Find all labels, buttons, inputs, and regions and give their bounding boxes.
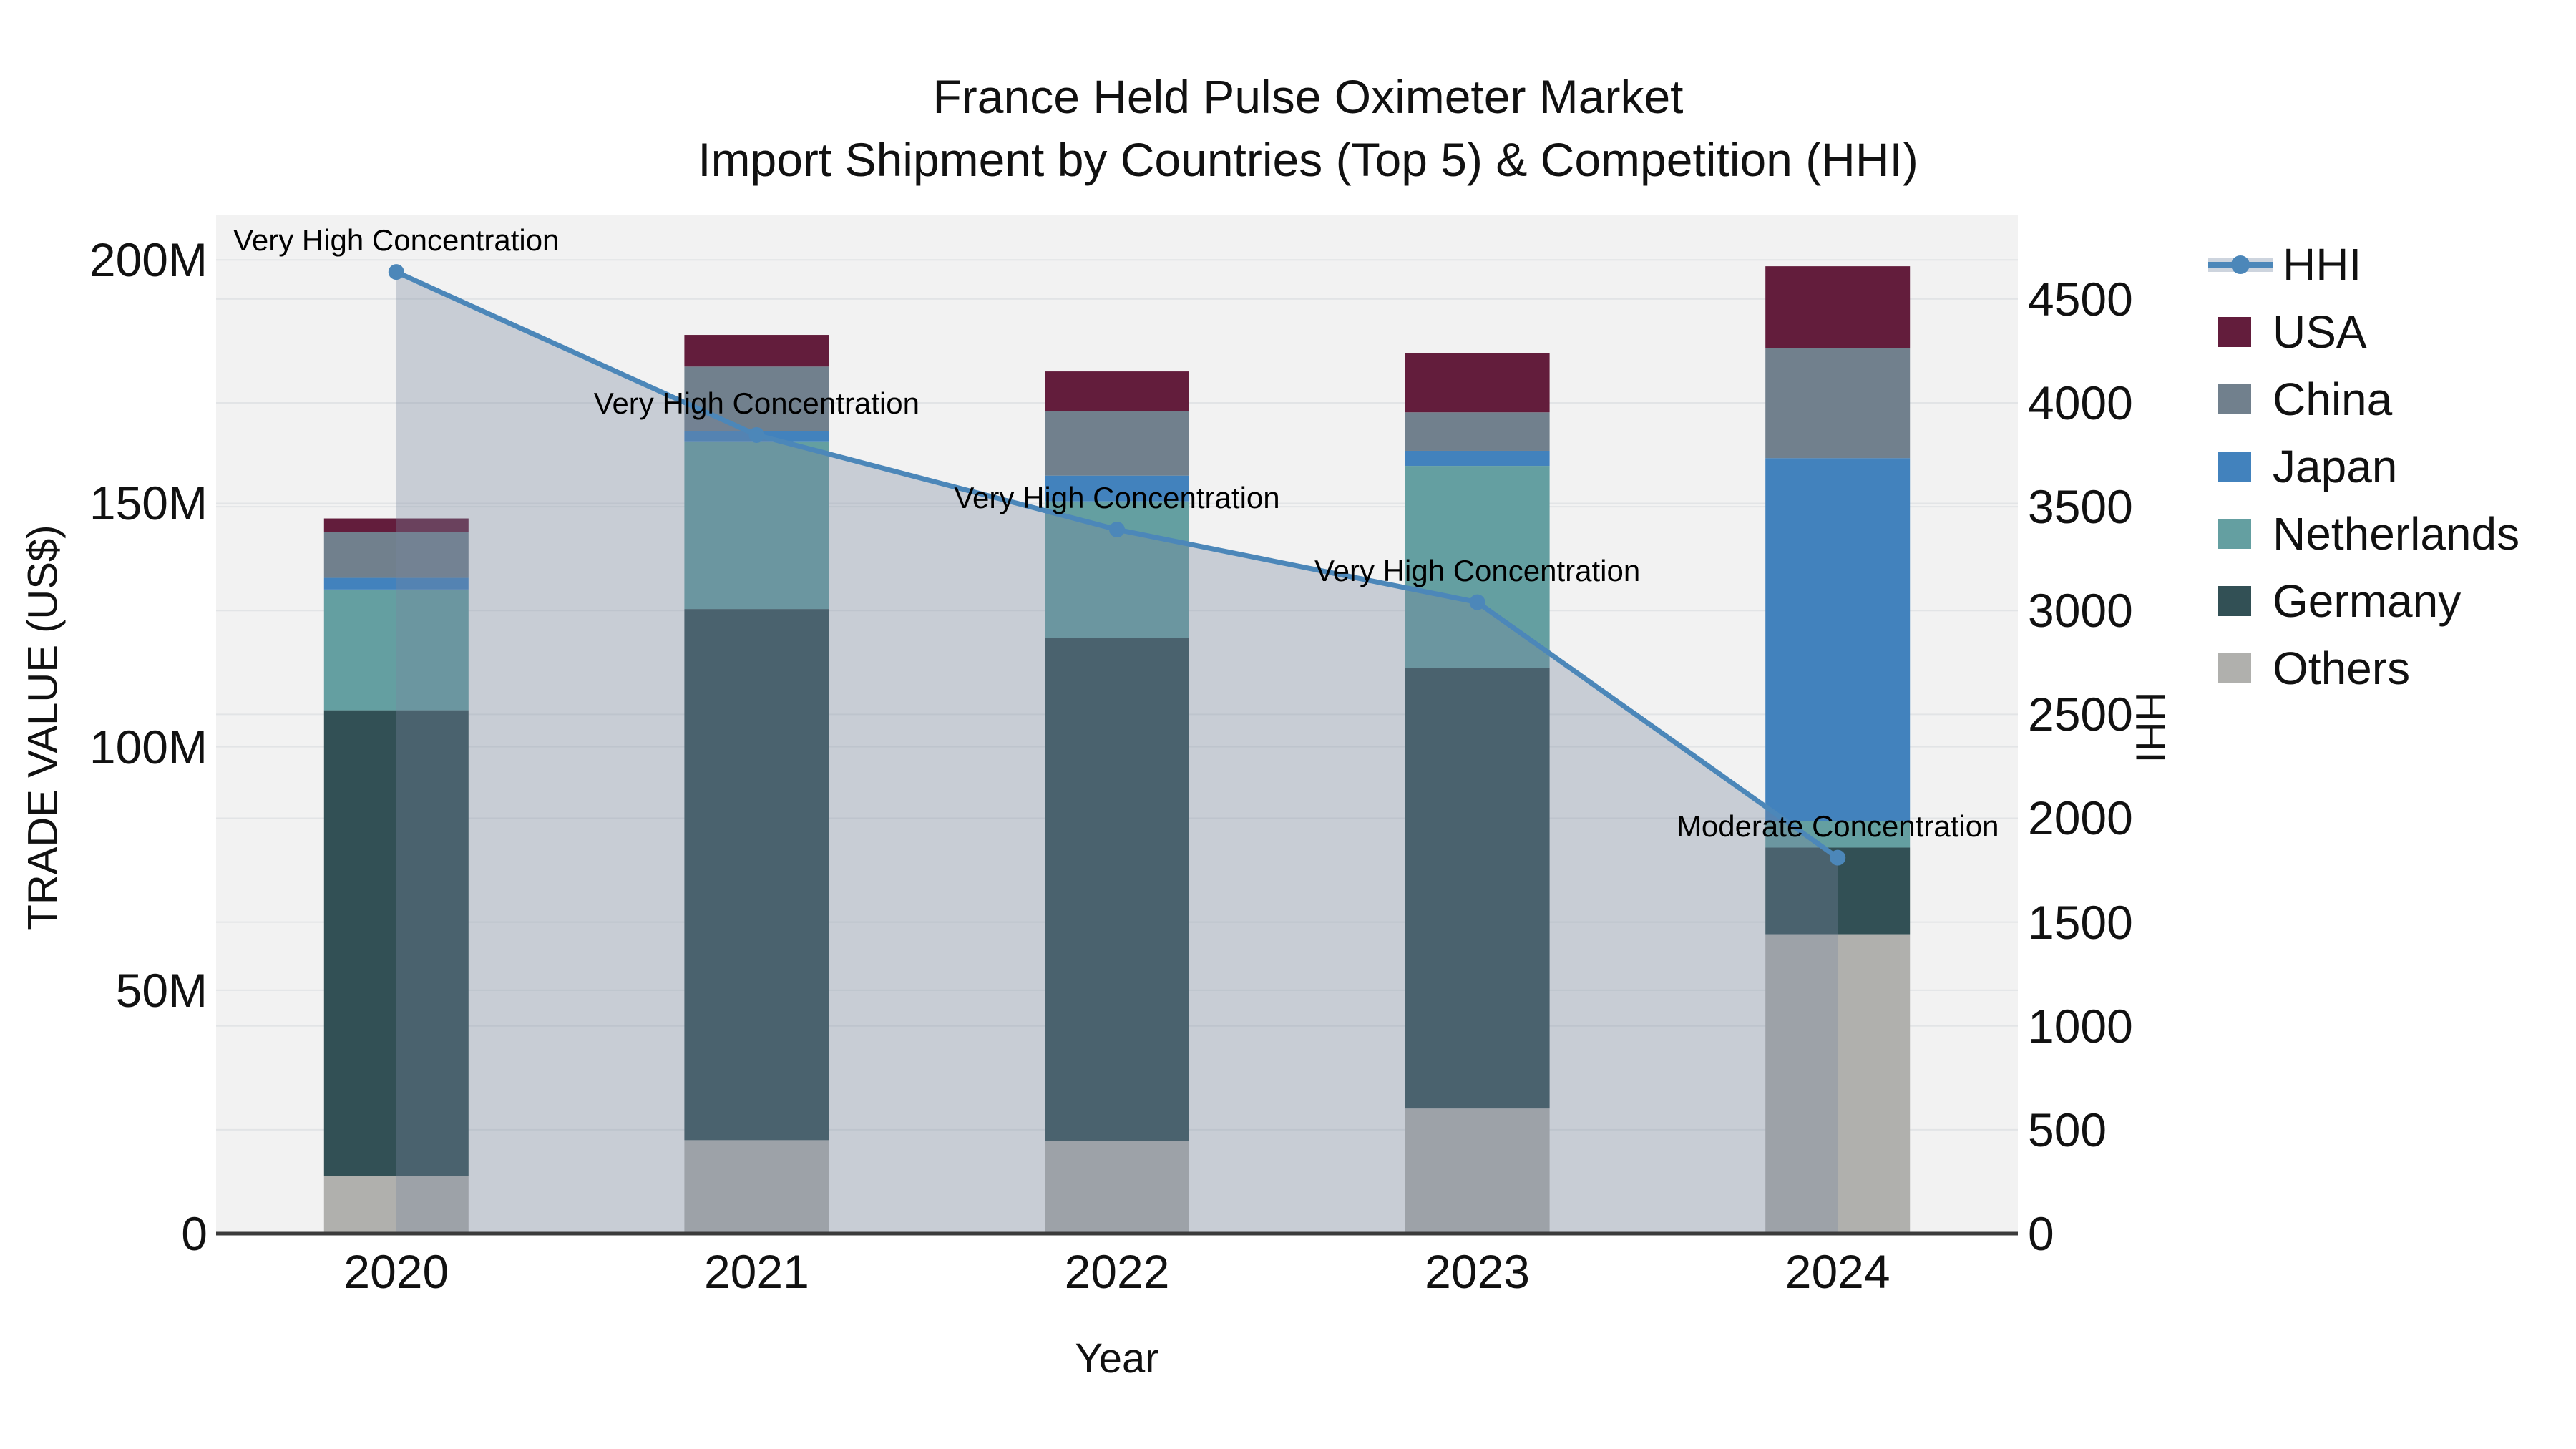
annotation-2020: Very High Concentration xyxy=(233,223,560,258)
bar-segment-others-2023 xyxy=(1405,1108,1550,1234)
china-color-swatch xyxy=(2218,384,2251,414)
hhi-marker-2020 xyxy=(388,264,404,280)
legend-item-china[interactable]: China xyxy=(2208,371,2392,428)
bar-segment-netherlands-2020 xyxy=(323,589,469,711)
tick-label-x-2020: 2020 xyxy=(343,1245,449,1298)
legend-label-netherlands: Netherlands xyxy=(2273,508,2520,560)
hhi-marker-2024 xyxy=(1830,849,1846,866)
annotation-2021: Very High Concentration xyxy=(593,386,920,420)
legend-item-japan[interactable]: Japan xyxy=(2208,438,2397,495)
annotation-2024: Moderate Concentration xyxy=(1676,809,1999,843)
tick-label-left-0: 0 xyxy=(181,1207,208,1260)
netherlands-color-swatch xyxy=(2218,519,2251,549)
tick-label-left-50M: 50M xyxy=(115,963,208,1017)
tick-label-right-3000: 3000 xyxy=(2028,584,2133,638)
chart-subtitle: Import Shipment by Countries (Top 5) & C… xyxy=(698,133,1918,186)
hhi-marker-2023 xyxy=(1469,594,1485,610)
chart-title: France Held Pulse Oximeter Market xyxy=(932,70,1684,123)
x-axis-title: Year xyxy=(1075,1335,1159,1382)
hhi-area-fill xyxy=(396,272,1838,1234)
tick-label-x-2021: 2021 xyxy=(703,1245,809,1298)
tick-label-x-2023: 2023 xyxy=(1425,1245,1530,1298)
hhi-line-legend-sample xyxy=(2208,250,2273,280)
tick-label-right-0: 0 xyxy=(2028,1207,2054,1260)
legend-label-usa: USA xyxy=(2273,306,2367,358)
annotation-2023: Very High Concentration xyxy=(1314,553,1641,587)
bar-segment-usa-2022 xyxy=(1045,371,1189,411)
legend-label-japan: Japan xyxy=(2273,441,2398,492)
legend-item-others[interactable]: Others xyxy=(2208,640,2410,697)
bar-segment-japan-2022 xyxy=(1045,475,1189,502)
tick-label-right-4000: 4000 xyxy=(2028,376,2133,429)
bar-segment-others-2022 xyxy=(1045,1141,1189,1234)
legend-item-usa[interactable]: USA xyxy=(2208,303,2367,361)
bar-segment-others-2024 xyxy=(1765,934,1911,1234)
bar-segment-others-2021 xyxy=(684,1140,829,1234)
tick-label-right-1500: 1500 xyxy=(2028,895,2133,949)
tick-label-x-2022: 2022 xyxy=(1064,1245,1170,1298)
tick-label-right-4500: 4500 xyxy=(2028,272,2133,326)
bar-segment-usa-2021 xyxy=(684,335,829,367)
bar-segment-netherlands-2021 xyxy=(684,441,829,610)
bar-segment-usa-2020 xyxy=(323,518,469,532)
bar-segment-germany-2022 xyxy=(1045,638,1189,1141)
japan-color-swatch xyxy=(2218,452,2251,482)
legend-item-netherlands[interactable]: Netherlands xyxy=(2208,505,2519,562)
annotation-2022: Very High Concentration xyxy=(954,481,1280,515)
bar-segment-germany-2023 xyxy=(1405,668,1550,1109)
legend-label-hhi: HHI xyxy=(2283,239,2362,291)
legend-item-germany[interactable]: Germany xyxy=(2208,572,2461,630)
germany-color-swatch xyxy=(2218,586,2251,616)
others-color-swatch xyxy=(2218,653,2251,683)
bar-segment-china-2021 xyxy=(684,366,829,431)
tick-label-right-1000: 1000 xyxy=(2028,999,2133,1053)
tick-label-left-200M: 200M xyxy=(89,233,208,287)
bar-segment-china-2023 xyxy=(1405,412,1550,451)
tick-label-right-500: 500 xyxy=(2028,1103,2107,1156)
tick-label-right-2500: 2500 xyxy=(2028,688,2133,741)
bar-segment-japan-2023 xyxy=(1405,450,1550,467)
tick-label-right-2000: 2000 xyxy=(2028,791,2133,845)
tick-label-left-100M: 100M xyxy=(89,720,208,774)
bar-segment-usa-2023 xyxy=(1405,353,1550,413)
legend-item-hhi[interactable]: HHI xyxy=(2208,236,2361,293)
bar-segment-japan-2024 xyxy=(1765,458,1911,821)
tick-label-right-3500: 3500 xyxy=(2028,480,2133,534)
bar-segment-others-2020 xyxy=(323,1176,469,1234)
bar-segment-usa-2024 xyxy=(1765,266,1911,348)
bar-segment-china-2022 xyxy=(1045,411,1189,476)
tick-label-x-2024: 2024 xyxy=(1785,1245,1890,1298)
legend-label-others: Others xyxy=(2273,643,2411,694)
usa-color-swatch xyxy=(2218,317,2251,347)
bar-segment-germany-2020 xyxy=(323,710,469,1176)
tick-label-left-150M: 150M xyxy=(89,477,208,530)
hhi-marker-2022 xyxy=(1109,522,1125,538)
bar-segment-china-2024 xyxy=(1765,348,1911,459)
bar-segment-china-2020 xyxy=(323,532,469,578)
bar-segment-germany-2021 xyxy=(684,609,829,1141)
legend-label-china: China xyxy=(2273,374,2393,425)
bar-segment-japan-2020 xyxy=(323,577,469,590)
y-axis-title-right: HHI xyxy=(2127,691,2174,763)
legend-label-germany: Germany xyxy=(2273,575,2462,627)
hhi-marker-2021 xyxy=(748,426,765,443)
